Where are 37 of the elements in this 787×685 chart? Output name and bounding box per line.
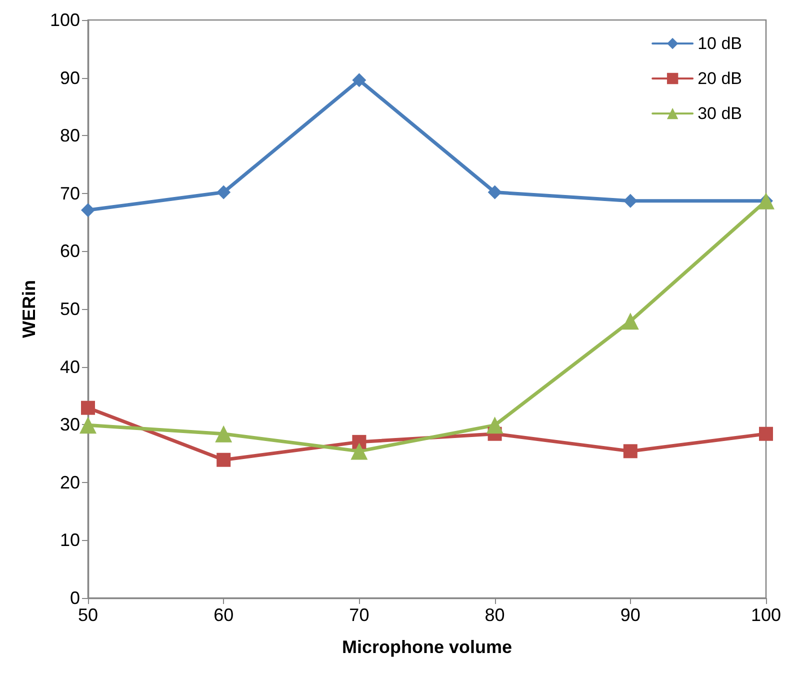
y-tick-label: 10 (60, 530, 80, 550)
x-tick-label: 100 (750, 605, 782, 625)
point (350, 442, 368, 460)
y-tick-label: 100 (50, 10, 80, 30)
point (488, 185, 502, 200)
x-tick-label: 90 (620, 605, 640, 625)
point (622, 312, 639, 330)
x-axis-title: Microphone volume (342, 637, 512, 657)
y-tick-label: 50 (60, 299, 80, 319)
point (352, 434, 366, 449)
y-tick-label: 20 (60, 472, 80, 492)
point (759, 426, 773, 441)
point (81, 203, 95, 218)
y-tick-label: 90 (60, 68, 80, 88)
point (623, 444, 638, 458)
point (352, 73, 366, 88)
y-axis-title: WERin (19, 280, 39, 338)
point (81, 400, 95, 415)
y-tick-label: 80 (60, 126, 80, 146)
point (623, 194, 638, 208)
point (216, 452, 231, 467)
y-tick-label: 0 (70, 588, 80, 608)
x-tick-label: 60 (214, 605, 234, 625)
y-tick-label: 70 (60, 183, 80, 204)
point (80, 416, 96, 434)
legend-label: 30 dB (698, 104, 742, 123)
x-tick-label: 50 (78, 605, 98, 625)
y-tick-label: 40 (60, 356, 80, 377)
x-tick-label: 80 (484, 605, 505, 625)
point (215, 425, 232, 442)
point (486, 416, 504, 434)
legend-label: 10 dB (698, 34, 742, 53)
legend-label: 20 dB (698, 69, 742, 88)
point (216, 185, 231, 200)
y-tick-label: 60 (60, 241, 80, 262)
y-tick-label: 30 (60, 414, 80, 435)
x-tick-label: 70 (349, 605, 370, 625)
